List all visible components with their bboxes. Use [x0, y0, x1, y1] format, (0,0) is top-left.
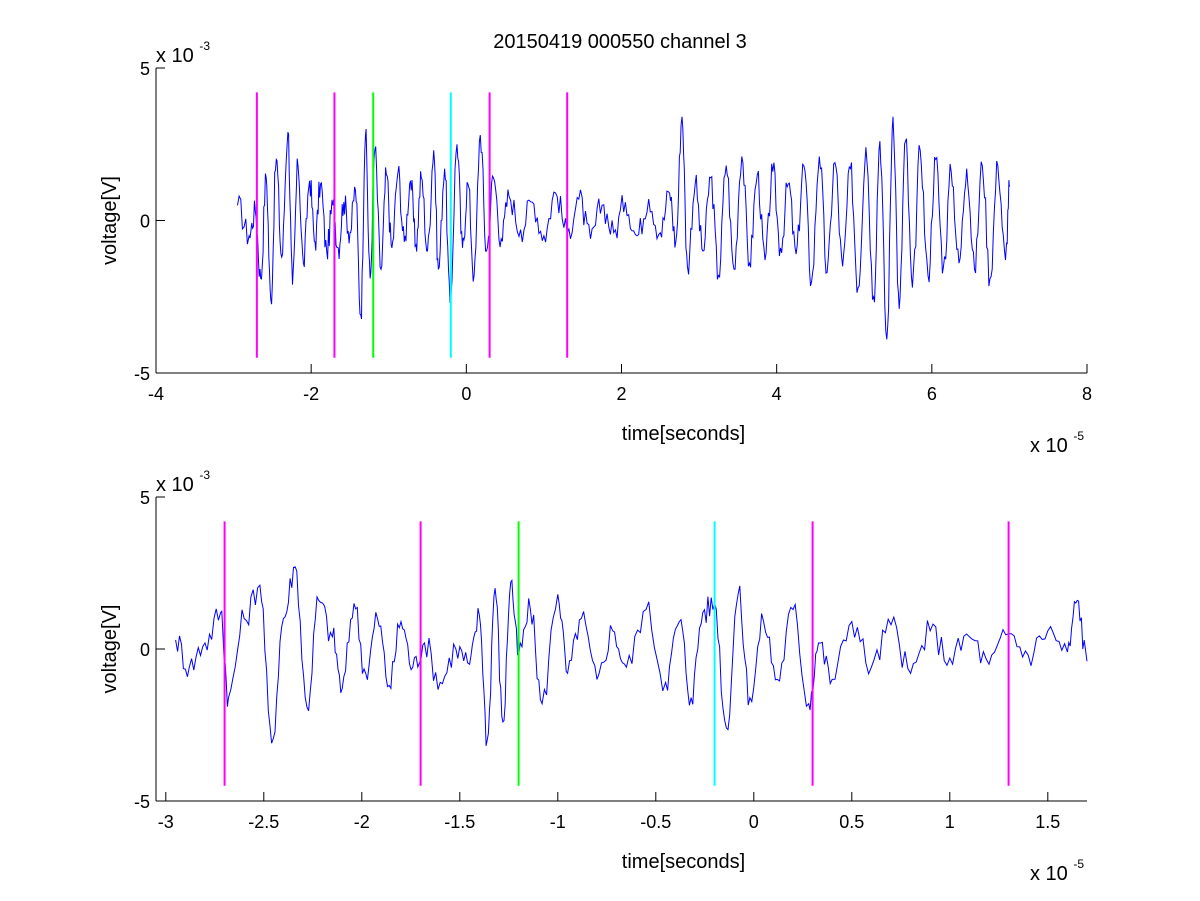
x-exponent-power: -5	[1073, 429, 1084, 443]
y-exponent-power: -3	[199, 39, 210, 53]
x-tick-label: 1	[945, 812, 955, 832]
y-tick-label: 5	[140, 59, 150, 79]
figure-title: 20150419 000550 channel 3	[493, 31, 747, 53]
x-exponent-power: -5	[1073, 857, 1084, 871]
x-tick-label: 6	[927, 384, 937, 404]
x-tick-label: 1.5	[1035, 812, 1060, 832]
x-tick-label: -4	[148, 384, 164, 404]
x-tick-label: -3	[158, 812, 174, 832]
x-axis-label: time[seconds]	[622, 851, 745, 873]
x-tick-label: 0	[749, 812, 759, 832]
x-axis-label: time[seconds]	[622, 423, 745, 445]
x-tick-label: 4	[772, 384, 782, 404]
x-tick-label: -0.5	[640, 812, 671, 832]
y-tick-label: 0	[140, 212, 150, 232]
y-exponent-power: -3	[199, 468, 210, 482]
x-tick-label: -2	[303, 384, 319, 404]
y-tick-label: 0	[140, 640, 150, 660]
y-tick-label: -5	[134, 364, 150, 384]
y-axis-label: voltage[V]	[99, 605, 121, 694]
x-tick-label: -1.5	[444, 812, 475, 832]
x-tick-label: 0	[461, 384, 471, 404]
x-tick-label: 2	[616, 384, 626, 404]
x-tick-label: -2.5	[248, 812, 279, 832]
y-axis-label: voltage[V]	[99, 176, 121, 265]
signal-line	[237, 116, 1010, 340]
y-tick-label: 5	[140, 488, 150, 508]
signal-line	[175, 566, 1088, 746]
x-tick-label: -1	[550, 812, 566, 832]
x-tick-label: 0.5	[839, 812, 864, 832]
x-tick-label: 8	[1082, 384, 1092, 404]
y-tick-label: -5	[134, 792, 150, 812]
x-tick-label: -2	[354, 812, 370, 832]
